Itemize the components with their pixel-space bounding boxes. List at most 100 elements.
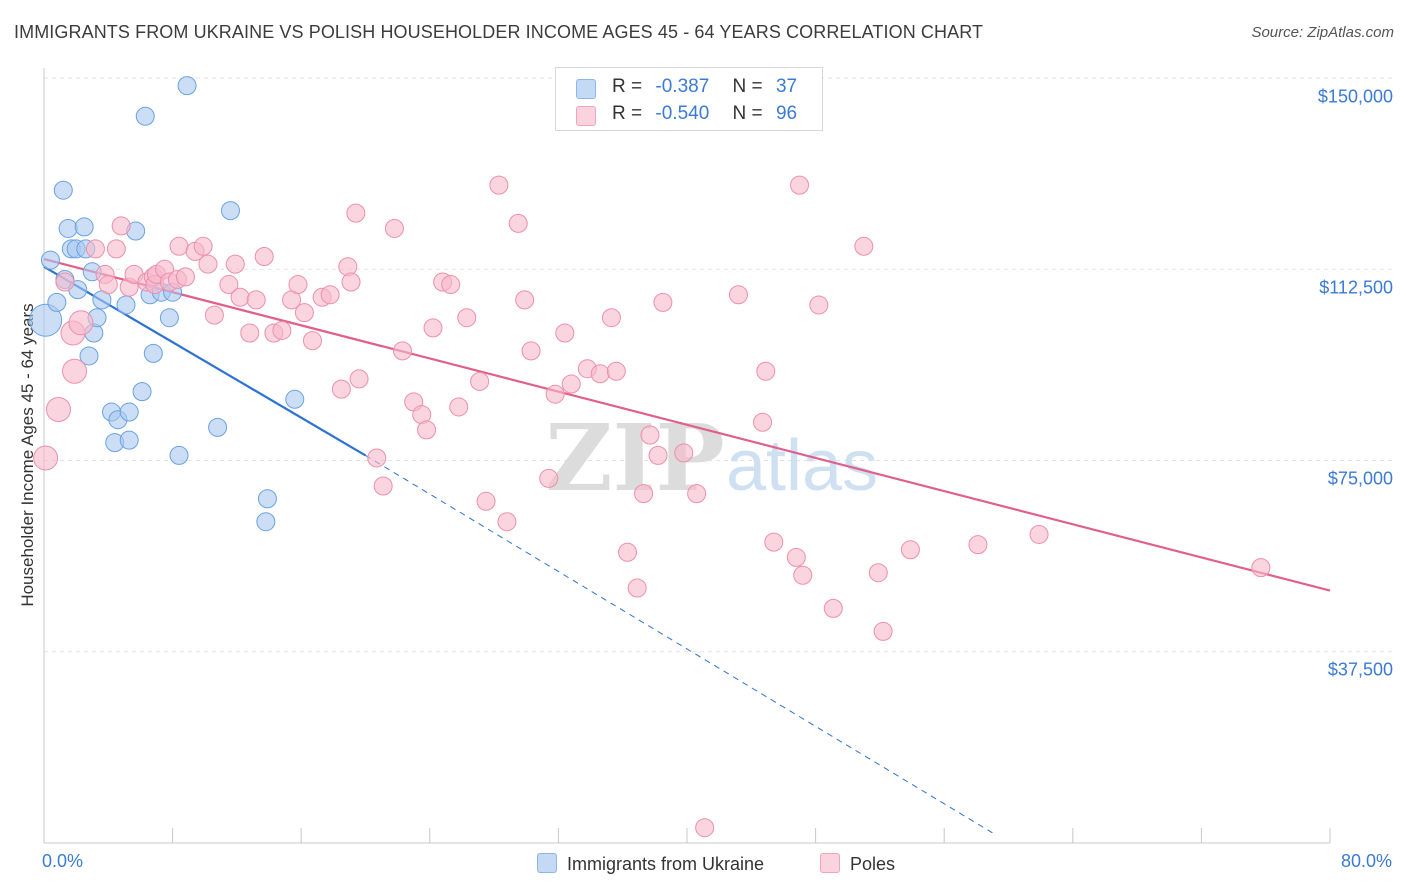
point-poles [790,175,810,195]
point-poles [627,578,647,598]
point-poles [521,341,541,361]
watermark-atlas: atlas [726,426,878,506]
point-ukraine [116,295,136,315]
point-ukraine [177,76,197,96]
point-poles [555,323,575,343]
point-poles [823,598,843,618]
point-poles [349,369,369,389]
stats-legend: R = -0.387 N = 37 R = -0.540 N = 96 [555,67,823,131]
point-ukraine [257,489,277,509]
point-poles [764,532,784,552]
legend-swatch-poles [576,106,596,126]
point-poles [854,236,874,256]
point-poles [618,542,638,562]
point-ukraine [159,308,179,328]
gridlines [44,77,1396,653]
point-ukraine [58,218,78,238]
point-poles [674,443,694,463]
point-poles [367,448,387,468]
point-poles [793,565,813,585]
point-poles [320,285,340,305]
point-ukraine [285,389,305,409]
legend-r-value: -0.387 [655,76,710,97]
point-poles [590,364,610,384]
point-ukraine [143,343,163,363]
point-poles [98,275,118,295]
point-poles [85,239,105,259]
point-poles [169,236,189,256]
point-poles [508,213,528,233]
point-poles [873,621,893,641]
watermark: ZIP atlas [545,404,878,512]
point-poles [62,358,88,384]
point-poles [254,247,274,266]
point-ukraine [53,180,73,200]
trend-line-poles [43,257,1331,592]
point-ukraine [47,292,67,312]
bottom-legend-swatch-ukraine [537,853,557,873]
point-poles [900,540,920,560]
point-poles [786,547,806,567]
point-poles [561,374,581,394]
point-poles [33,445,59,471]
y-tick-150000: $150,000 [1317,86,1393,107]
point-ukraine [256,512,276,532]
point-ukraine [220,201,240,221]
point-poles [476,491,496,511]
point-poles [640,425,660,445]
point-poles [606,361,626,381]
legend-r-value: -0.540 [655,103,710,124]
point-poles [417,420,437,440]
point-poles [489,175,509,195]
bottom-legend-swatch-poles [820,853,840,873]
bottom-legend-ukraine: Immigrants from Ukraine [537,853,764,875]
x-tick-min: 0.0% [42,851,84,871]
chart-source: Source: ZipAtlas.com [1251,24,1394,41]
point-poles [198,254,218,274]
y-tick-37500: $37,500 [1327,659,1393,680]
legend-r-label: R = [612,76,643,97]
legend-n-value: 37 [775,76,798,97]
point-poles [756,361,776,381]
legend-n-value: 96 [775,103,798,124]
point-ukraine [79,346,99,366]
point-poles [331,379,351,399]
point-poles [193,236,213,256]
bottom-legend-label-ukraine: Immigrants from Ukraine [567,854,765,874]
point-poles [246,290,266,310]
point-poles [497,512,517,532]
x-tick-max: 80.0% [1340,851,1392,871]
point-poles [539,468,559,488]
point-poles [111,216,131,236]
point-ukraine [169,445,189,465]
point-poles [470,371,490,391]
point-ukraine [119,402,139,422]
point-poles [515,290,535,310]
point-poles [753,412,773,432]
point-poles [225,254,245,274]
point-ukraine [208,417,228,437]
point-poles [219,275,239,295]
point-poles [423,318,443,338]
point-poles [294,303,314,323]
point-poles [695,818,715,838]
y-tick-112500: $112,500 [1319,277,1393,298]
legend-n-label: N = [732,76,763,97]
bottom-legend-poles: Poles [820,853,895,875]
trend-lines [43,257,1331,834]
point-poles [45,397,71,422]
point-poles [392,341,412,361]
point-poles [272,320,292,340]
point-poles [204,305,224,325]
point-poles [346,203,366,223]
trend-line-ukraine-extrapolated [365,454,993,834]
point-poles [230,287,250,307]
point-ukraine [40,250,60,270]
point-poles [457,308,477,328]
point-poles [601,308,621,328]
point-poles [106,239,126,259]
point-ukraine [74,217,94,237]
point-poles [302,331,322,351]
point-poles [687,484,707,504]
